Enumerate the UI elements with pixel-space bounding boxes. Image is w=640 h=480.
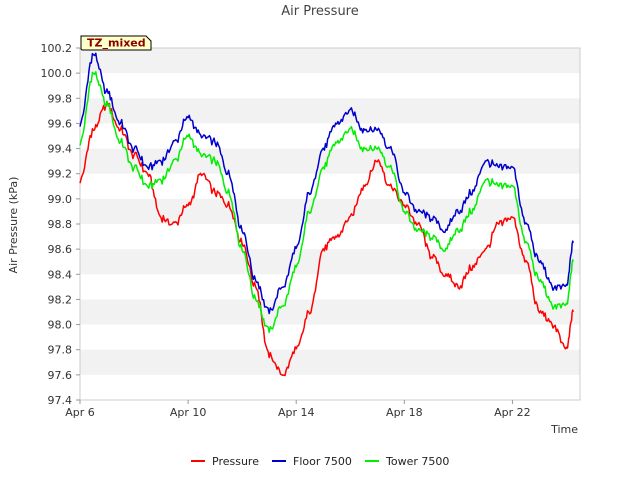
x-axis-ticks: Apr 6 Apr 10 Apr 14 Apr 18 Apr 22 [65,400,531,419]
y-tick-label: 99.6 [48,117,73,130]
legend-label: Tower 7500 [385,455,449,468]
chart-title: Air Pressure [281,4,359,19]
grid-band [80,349,580,375]
series-line-tower-7500 [79,71,574,334]
y-tick-label: 100.2 [41,42,73,55]
grid-band [80,48,580,74]
y-tick-label: 99.4 [48,143,73,156]
timezone-badge: TZ_mixed [80,35,152,51]
y-axis-ticks: 97.4 97.6 97.8 98.0 98.2 98.4 98.6 98.8 99.0 99.2… [41,42,80,407]
grid-bands [80,48,580,375]
x-tick-label: Apr 22 [494,406,531,419]
series-lines [79,52,574,377]
grid-band [80,98,580,124]
grid-band [80,249,580,275]
y-tick-label: 98.0 [48,319,73,332]
x-tick-label: Apr 18 [386,406,423,419]
x-axis-label: Time [550,423,578,436]
y-axis-label: Air Pressure (kPa) [7,177,20,274]
y-tick-label: 100.0 [41,67,73,80]
legend-label: Floor 7500 [293,455,352,468]
series-line-floor-7500 [79,52,574,315]
y-tick-label: 97.6 [48,369,73,382]
y-tick-label: 99.8 [48,92,73,105]
y-tick-label: 99.2 [48,168,73,181]
y-tick-label: 98.8 [48,218,73,231]
y-tick-label: 99.0 [48,193,73,206]
y-tick-label: 98.6 [48,243,73,256]
x-tick-label: Apr 14 [278,406,315,419]
grid-band [80,198,580,224]
timezone-label: TZ_mixed [87,37,146,50]
legend: Pressure Floor 7500 Tower 7500 [191,455,449,468]
y-tick-label: 98.4 [48,268,73,281]
series-line-pressure [79,100,574,377]
x-tick-label: Apr 6 [65,406,95,419]
grid-band [80,299,580,325]
y-tick-label: 98.2 [48,293,73,306]
y-tick-label: 97.4 [48,394,73,407]
x-tick-label: Apr 10 [170,406,207,419]
legend-label: Pressure [212,455,259,468]
y-tick-label: 97.8 [48,344,73,357]
